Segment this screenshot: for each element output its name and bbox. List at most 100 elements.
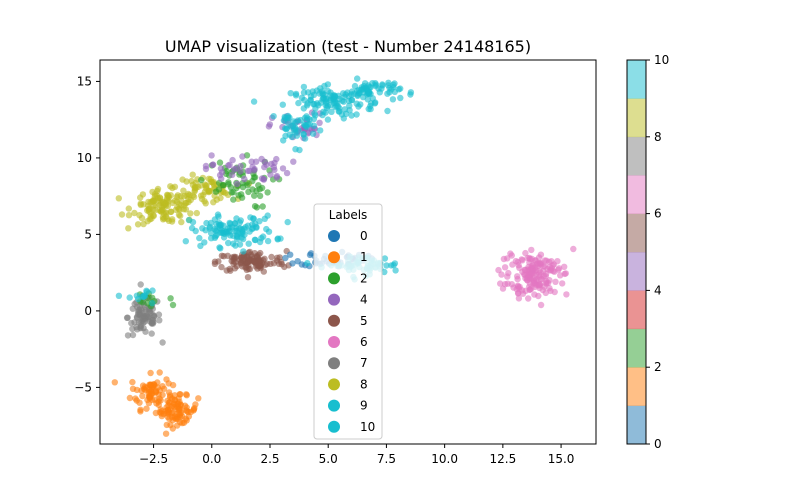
colorbar-ticks: 0 2 4 6 8 10 [646, 53, 669, 451]
point [144, 300, 151, 307]
point [146, 381, 153, 388]
legend-entry: 10 [328, 420, 375, 434]
x-tick-label: 12.5 [489, 452, 516, 466]
point [300, 130, 307, 138]
point [570, 245, 577, 253]
point [353, 111, 360, 118]
legend-label: 8 [360, 377, 368, 391]
legend-marker [328, 293, 340, 306]
point [244, 167, 252, 175]
point [134, 221, 142, 228]
point [167, 208, 175, 216]
point [336, 108, 343, 115]
point [241, 231, 248, 238]
point [137, 408, 144, 415]
point [155, 398, 162, 405]
point [189, 171, 196, 178]
colorbar-tick-label: 4 [654, 283, 662, 297]
point [563, 291, 570, 298]
point [218, 169, 226, 176]
point [251, 203, 259, 210]
legend-label: 5 [360, 314, 368, 328]
point [211, 182, 218, 189]
point [360, 93, 367, 101]
point [256, 192, 264, 200]
point [230, 196, 237, 203]
point [497, 280, 504, 287]
point [546, 285, 553, 292]
point [397, 85, 404, 92]
point [230, 260, 237, 267]
point [165, 380, 172, 387]
point [183, 392, 190, 399]
point [249, 177, 256, 185]
point [159, 214, 167, 221]
point [111, 379, 119, 386]
point [246, 228, 253, 235]
point [498, 271, 505, 278]
point [251, 259, 259, 266]
point [367, 100, 375, 107]
point [211, 234, 219, 241]
point [150, 311, 157, 319]
point [233, 180, 241, 188]
point [296, 146, 303, 154]
point [156, 317, 163, 324]
point [522, 249, 529, 257]
point [141, 292, 149, 299]
point [388, 86, 395, 93]
plot-area-frame [99, 59, 597, 445]
point [369, 95, 376, 102]
point [159, 383, 166, 390]
legend-entries: 0 1 2 4 5 6 7 8 9 10 [328, 229, 375, 434]
point [177, 197, 185, 204]
point [220, 253, 227, 260]
point [271, 166, 278, 174]
point [384, 107, 391, 115]
point [229, 156, 236, 164]
point [292, 90, 300, 98]
point [195, 395, 202, 402]
legend-entry: 4 [328, 293, 368, 307]
point [134, 295, 142, 303]
point [234, 233, 241, 241]
point [298, 261, 305, 268]
point [188, 177, 195, 185]
point [536, 271, 543, 278]
legend-label: 7 [360, 356, 368, 370]
point [156, 369, 163, 376]
point [229, 224, 236, 231]
point [535, 254, 543, 261]
point [188, 224, 196, 232]
x-axis: −2.5 0.0 2.5 5.0 7.5 10.0 12.5 15.0 [139, 444, 574, 466]
point [140, 201, 147, 208]
point [192, 401, 199, 408]
point [125, 212, 133, 219]
point [267, 260, 274, 267]
point [251, 236, 259, 243]
point [533, 266, 540, 274]
point [283, 169, 291, 177]
point [165, 410, 172, 417]
point [525, 295, 532, 302]
point [183, 407, 190, 414]
legend-marker [328, 230, 340, 242]
point [233, 215, 240, 222]
point [249, 221, 256, 228]
point [357, 101, 364, 108]
point [261, 255, 268, 262]
point [407, 91, 414, 98]
point [287, 251, 294, 258]
point [250, 215, 257, 222]
point [156, 409, 164, 416]
point [163, 404, 170, 411]
point [132, 395, 139, 402]
legend-label: 10 [360, 420, 375, 434]
colorbar-segment [627, 136, 646, 176]
point [317, 99, 324, 106]
point [541, 257, 549, 264]
legend-entry: 9 [328, 399, 368, 413]
point [179, 419, 186, 427]
colorbar-frame [626, 59, 647, 445]
point [164, 202, 171, 210]
